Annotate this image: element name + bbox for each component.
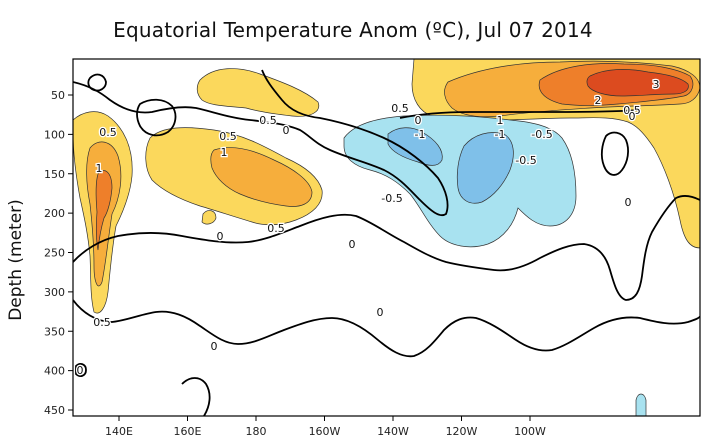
x-tick-label: 160E: [174, 425, 202, 438]
cool-one-central-right: [456, 132, 514, 204]
cool-half-deep-patch: [635, 393, 647, 416]
contour-value-label: 0: [283, 124, 290, 137]
contour-value-label: 0.5: [99, 126, 117, 139]
contour-value-label: 1: [221, 146, 228, 159]
warm-half-upper-patch: [196, 68, 320, 117]
x-tick-label: 140W: [377, 425, 409, 438]
zero-contour-west-loop: [136, 98, 177, 137]
warm-half-small-blob: [201, 210, 217, 225]
zero-contour-deep-west: [181, 377, 211, 416]
x-tick-label: 140E: [105, 425, 133, 438]
cool-one-central-left: [387, 127, 443, 166]
y-tick-label: 50: [51, 89, 65, 102]
contour-value-label: 0: [625, 196, 632, 209]
zero-contour-upper: [73, 69, 449, 217]
contour-value-label: 3: [653, 78, 660, 91]
zero-contour-surface-line: [399, 109, 641, 119]
plot-frame: [72, 58, 701, 417]
contour-value-label: 2: [595, 94, 602, 107]
y-tick-label: 200: [44, 207, 65, 220]
contour-value-label: -1: [415, 128, 426, 141]
contour-value-label: 0: [415, 114, 422, 127]
contour-value-label: 0.5: [267, 222, 285, 235]
contour-value-label: -0.5: [515, 154, 536, 167]
zero-contour-lower: [73, 194, 700, 301]
contour-value-label: 0.5: [93, 316, 111, 329]
zero-contour-deep: [73, 299, 700, 358]
warm-two-west-column: [95, 170, 113, 251]
y-tick-label: 450: [44, 404, 65, 417]
y-tick-label: 100: [44, 128, 65, 141]
contour-value-label: 1: [96, 162, 103, 175]
zero-contour-small-1: [87, 73, 107, 92]
contour-value-label: 0.5: [219, 130, 237, 143]
x-tick-label: 160W: [309, 425, 341, 438]
contour-value-label: 0.5: [259, 114, 277, 127]
contour-value-label: -1: [495, 128, 506, 141]
zero-contour-small-2: [75, 363, 87, 377]
y-tick-label: 150: [44, 168, 65, 181]
x-tick-label: 180: [246, 425, 267, 438]
chart-title: Equatorial Temperature Anom (ºC), Jul 07…: [113, 18, 593, 42]
y-tick-label: 400: [44, 365, 65, 378]
contour-value-label: 0: [77, 364, 84, 377]
contour-labels: 0.50.510.50.510.50.5-0.5-11-1 -0.5-0.5230…: [75, 77, 661, 379]
contour-value-label: 0.5: [391, 102, 409, 115]
contour-lines: [73, 69, 700, 416]
contour-value-label: -0.5: [531, 128, 552, 141]
zero-contour-east-column: [600, 131, 629, 176]
contour-value-label: 0.5: [623, 104, 641, 117]
y-tick-label: 250: [44, 247, 65, 260]
x-tick-label: 120W: [446, 425, 478, 438]
y-tick-label: 300: [44, 286, 65, 299]
contour-value-label: 0: [211, 340, 218, 353]
warm-three-east-surface: [586, 69, 689, 97]
contour-value-label: 0: [349, 238, 356, 251]
x-tick-label: 100W: [514, 425, 546, 438]
contour-value-label: 0: [629, 110, 636, 123]
warm-one-central-blob: [210, 147, 313, 207]
contour-value-label: -0.5: [381, 192, 402, 205]
contour-value-label: 1: [497, 114, 504, 127]
contour-value-label: 0: [217, 230, 224, 243]
y-tick-label: 350: [44, 325, 65, 338]
contour-value-label: 0: [377, 306, 384, 319]
